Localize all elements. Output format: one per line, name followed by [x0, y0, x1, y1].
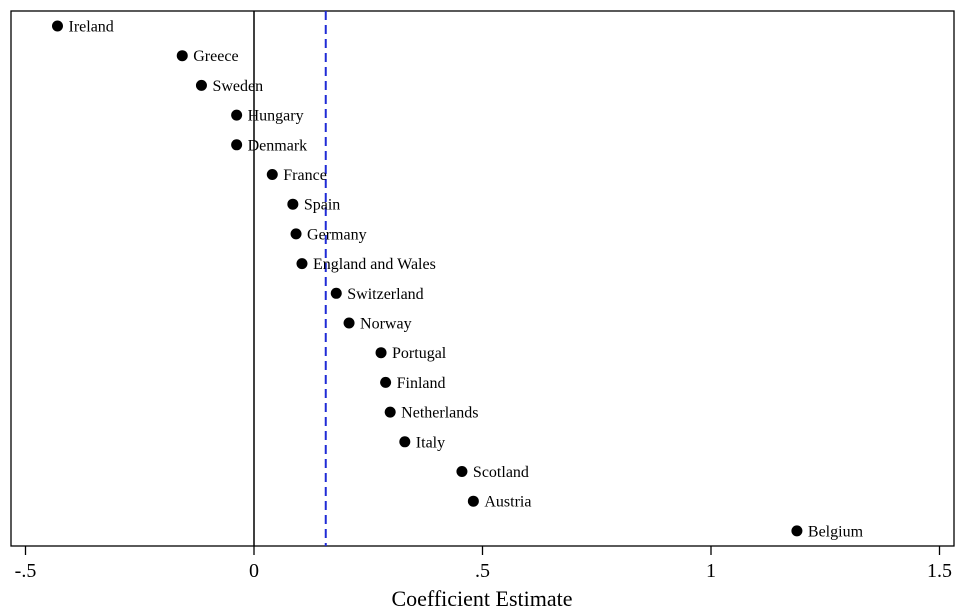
data-point-marker — [791, 525, 803, 537]
x-tick-label: .5 — [475, 560, 490, 582]
data-point-label: France — [283, 167, 327, 184]
x-axis: -.5 0 .5 1 1.5 — [15, 546, 952, 582]
x-tick-label: 1.5 — [927, 560, 952, 582]
data-point-label: Austria — [484, 494, 531, 511]
data-points: Ireland Greece Sweden Hungary Denmark France S… — [51, 19, 864, 540]
data-point-label: England and Wales — [313, 256, 436, 273]
data-point-label: Portugal — [392, 345, 447, 362]
data-point-marker — [231, 109, 243, 121]
data-point-label: Finland — [397, 375, 446, 392]
data-point-label: Spain — [304, 197, 340, 214]
data-point-label: Norway — [360, 316, 412, 333]
data-point-label: Sweden — [212, 78, 263, 95]
data-point-label: Switzerland — [347, 286, 423, 303]
x-axis-title: Coefficient Estimate — [391, 586, 572, 611]
data-point-marker — [380, 376, 392, 388]
data-point-marker — [231, 139, 243, 151]
reference-lines — [253, 11, 327, 546]
data-point-marker — [375, 347, 387, 359]
data-point-marker — [467, 495, 479, 507]
data-point-marker — [287, 198, 299, 210]
data-point-marker — [330, 287, 342, 299]
x-tick-label: -.5 — [15, 560, 37, 582]
data-point-marker — [384, 406, 396, 418]
data-point-marker — [195, 79, 207, 91]
data-point-label: Netherlands — [401, 405, 478, 422]
data-point-label: Ireland — [68, 19, 113, 36]
data-point-marker — [51, 20, 63, 32]
data-point-marker — [456, 466, 468, 477]
data-point-marker — [296, 258, 308, 270]
data-point-marker — [399, 436, 411, 448]
data-point-label: Greece — [193, 48, 238, 65]
data-point-label: Germany — [307, 226, 367, 243]
data-point-label: Belgium — [808, 523, 864, 540]
data-point-marker — [266, 169, 278, 180]
x-tick-label: 1 — [706, 560, 716, 582]
data-point-marker — [290, 228, 302, 240]
x-tick-label: 0 — [249, 560, 259, 582]
data-point-label: Italy — [416, 434, 445, 451]
data-point-label: Scotland — [473, 464, 529, 481]
data-point-label: Hungary — [248, 108, 304, 125]
data-point-marker — [343, 317, 355, 329]
data-point-label: Denmark — [248, 137, 308, 154]
data-point-marker — [176, 50, 188, 62]
